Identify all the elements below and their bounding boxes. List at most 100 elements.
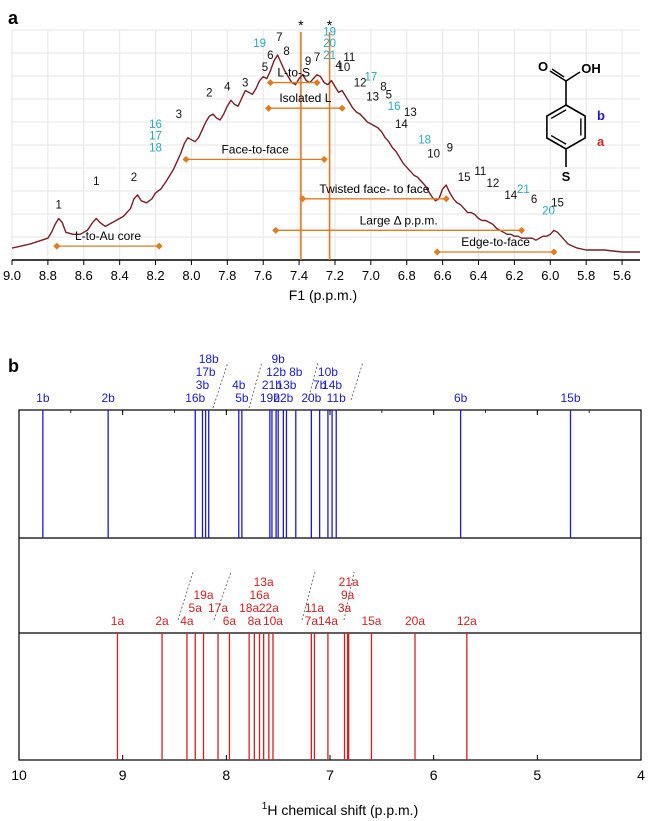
x-tick-label: 7: [326, 767, 334, 783]
site-label-a: a: [597, 134, 605, 149]
leader-line: [212, 361, 229, 409]
stick-label: 12b: [266, 365, 286, 379]
peak-label: 18: [418, 135, 431, 147]
leader-line: [177, 571, 194, 621]
panel-label-b: b: [8, 356, 19, 376]
x-axis-label-text: H chemical shift (p.p.m.): [267, 802, 418, 818]
stick-label: 6b: [454, 391, 468, 405]
x-tick-label: 7.6: [254, 268, 272, 283]
annotation-diamond: [299, 195, 307, 203]
x-tick-label: 5.8: [577, 268, 595, 283]
peak-label: 5: [262, 62, 268, 74]
stick-label: 15b: [560, 391, 580, 405]
panel-label-a: a: [8, 8, 19, 28]
x-tick-label: 9: [119, 767, 127, 783]
peak-label: 8: [380, 81, 386, 93]
annotation: Twisted face- to face: [299, 182, 450, 203]
stick-label: 14b: [322, 378, 342, 392]
stick-label: 16b: [185, 391, 205, 405]
peak-label: 11: [474, 166, 486, 178]
peak-label: 10: [338, 62, 351, 74]
annotation-diamond: [550, 248, 558, 256]
peak-label: 9: [447, 143, 453, 155]
stick-label: 15a: [361, 614, 381, 628]
annotation-diamond: [433, 248, 441, 256]
stick-label: 22b: [273, 391, 293, 405]
stick-label: 3a: [338, 601, 352, 615]
peak-label: 1: [55, 200, 61, 212]
x-tick-label: 8.8: [39, 268, 57, 283]
peak-label: 16: [388, 101, 401, 113]
stick-label: 18a: [239, 601, 259, 615]
stick-label: 9b: [271, 352, 285, 366]
stick-label: 16a: [249, 588, 269, 602]
peak-label: 5: [386, 89, 392, 101]
stick-label: 21a: [339, 575, 359, 589]
stick-label: 10b: [318, 365, 338, 379]
x-tick-label: 10: [11, 767, 27, 783]
stick-label: 4a: [180, 614, 194, 628]
stick-label: 18b: [199, 352, 219, 366]
stick-label: 8a: [248, 614, 262, 628]
x-tick-label: 4: [637, 767, 645, 783]
stick-label: 19b: [260, 391, 280, 405]
stick-label: 1b: [36, 391, 50, 405]
stick-label: 2a: [155, 614, 169, 628]
stick-label: 13a: [254, 575, 274, 589]
atom-label-s: S: [562, 169, 571, 184]
peak-label: 15: [551, 198, 564, 210]
stick-label: 6a: [223, 614, 237, 628]
stick-label: 11b: [327, 391, 346, 405]
peak-label: 4: [224, 81, 231, 93]
peak-label: 9: [305, 56, 311, 68]
panel-a-x-axis-label: F1 (p.p.m.): [289, 287, 357, 303]
peak-label: 18: [149, 143, 162, 155]
ring-double-bond: [550, 109, 567, 120]
annotation-diamond: [182, 155, 190, 163]
peak-label: 15: [458, 172, 471, 184]
stick-label: 21b: [262, 378, 282, 392]
peak-label: 3: [176, 109, 182, 121]
annotation-diamond: [272, 226, 280, 234]
leader-line: [350, 361, 364, 401]
atom-label-oh: OH: [581, 61, 601, 76]
annotation-diamond: [155, 242, 163, 250]
annotation: Face-to-face: [182, 142, 328, 163]
annotation-label: L-to-Au core: [75, 229, 141, 243]
x-tick-label: 9.0: [3, 268, 21, 283]
peak-label: 16: [149, 119, 162, 131]
peak-label: 2: [206, 87, 212, 99]
peak-label: 14: [395, 119, 408, 131]
x-tick-label: 7.8: [218, 268, 236, 283]
peak-label: 20: [323, 38, 336, 50]
annotation-label: Twisted face- to face: [319, 182, 429, 196]
peak-label: 19: [323, 26, 336, 38]
peak-label: 6: [531, 194, 537, 206]
x-tick-label: 6.2: [505, 268, 523, 283]
annotation-label: Isolated L: [279, 91, 331, 105]
peak-label: 6: [267, 50, 273, 62]
stick-label: 9a: [341, 588, 355, 602]
peak-label: 19: [253, 38, 266, 50]
annotation-label: Edge-to-face: [461, 235, 530, 249]
peak-label: 1: [93, 176, 99, 188]
x-tick-label: 8.0: [182, 268, 200, 283]
stick-label: 20b: [301, 391, 321, 405]
leader-line: [213, 571, 232, 621]
x-tick-label: 5.6: [613, 268, 631, 283]
peak-label: 11: [343, 52, 355, 64]
leader-line: [343, 571, 355, 621]
stick-label: 1a: [111, 614, 125, 628]
stick-label: 5b: [235, 391, 249, 405]
x-tick-label: 6.0: [541, 268, 559, 283]
x-tick-label: 7.0: [362, 268, 380, 283]
stick-label: 20a: [405, 614, 425, 628]
peak-label: 13: [366, 91, 379, 103]
peak-label: 7: [314, 52, 320, 64]
peak-label: 3: [242, 78, 248, 90]
star-marker: *: [327, 17, 333, 33]
stick-label: 8b: [289, 365, 303, 379]
bond: [549, 70, 567, 82]
stick-label: 19a: [194, 588, 214, 602]
stick-label: 22a: [259, 601, 279, 615]
